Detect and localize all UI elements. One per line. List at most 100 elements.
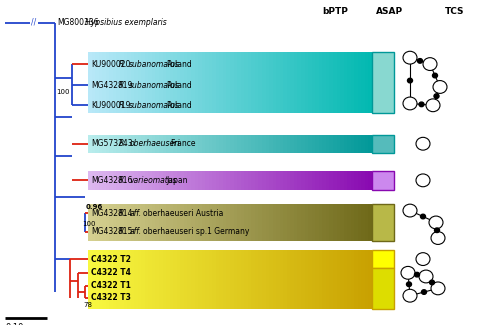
- Bar: [262, 268, 266, 308]
- Bar: [220, 250, 223, 268]
- Bar: [280, 268, 283, 308]
- Bar: [177, 268, 180, 308]
- Text: 0.96: 0.96: [86, 204, 104, 210]
- Bar: [142, 250, 145, 268]
- Bar: [315, 250, 319, 268]
- Bar: [223, 204, 226, 241]
- Bar: [330, 250, 333, 268]
- Bar: [95, 52, 99, 112]
- Bar: [170, 171, 173, 189]
- Bar: [127, 52, 131, 112]
- Bar: [180, 268, 184, 308]
- Bar: [110, 250, 113, 268]
- Bar: [312, 204, 316, 241]
- Bar: [113, 52, 116, 112]
- Bar: [216, 52, 220, 112]
- Bar: [319, 268, 322, 308]
- Bar: [116, 171, 120, 189]
- Text: Poland: Poland: [166, 101, 192, 110]
- Bar: [159, 204, 163, 241]
- Bar: [350, 204, 354, 241]
- Bar: [220, 268, 223, 308]
- Bar: [344, 268, 347, 308]
- Bar: [308, 135, 312, 153]
- Bar: [269, 204, 273, 241]
- Bar: [148, 250, 152, 268]
- Bar: [202, 250, 205, 268]
- Bar: [124, 52, 128, 112]
- Bar: [333, 135, 336, 153]
- Bar: [301, 52, 305, 112]
- Bar: [226, 135, 230, 153]
- Bar: [290, 171, 294, 189]
- Bar: [326, 135, 330, 153]
- Bar: [330, 52, 333, 112]
- Bar: [280, 135, 283, 153]
- Bar: [290, 250, 294, 268]
- Bar: [237, 135, 241, 153]
- Bar: [315, 135, 319, 153]
- Bar: [148, 268, 152, 308]
- Bar: [138, 52, 141, 112]
- Bar: [116, 250, 120, 268]
- Bar: [358, 135, 362, 153]
- Circle shape: [414, 272, 420, 277]
- Bar: [333, 52, 336, 112]
- Bar: [113, 135, 116, 153]
- Bar: [142, 171, 145, 189]
- Bar: [350, 135, 354, 153]
- Bar: [130, 52, 134, 112]
- Bar: [226, 250, 230, 268]
- Bar: [202, 135, 205, 153]
- Bar: [102, 204, 106, 241]
- Bar: [344, 250, 347, 268]
- Bar: [290, 52, 294, 112]
- Text: bPTP: bPTP: [322, 7, 348, 16]
- Bar: [145, 171, 148, 189]
- Bar: [198, 52, 202, 112]
- Bar: [365, 52, 368, 112]
- Bar: [276, 135, 280, 153]
- Bar: [326, 204, 330, 241]
- Bar: [152, 52, 156, 112]
- Bar: [194, 135, 198, 153]
- Bar: [166, 250, 170, 268]
- Bar: [226, 268, 230, 308]
- Bar: [333, 268, 336, 308]
- Text: MG800336: MG800336: [57, 19, 98, 27]
- Bar: [188, 268, 191, 308]
- Bar: [102, 171, 106, 189]
- Bar: [220, 135, 223, 153]
- Bar: [148, 171, 152, 189]
- Bar: [298, 52, 301, 112]
- Text: oberhaeuseri sp.1 Germany: oberhaeuseri sp.1 Germany: [144, 227, 250, 236]
- Bar: [173, 204, 177, 241]
- Bar: [170, 135, 173, 153]
- Bar: [120, 204, 124, 241]
- Circle shape: [419, 270, 433, 283]
- Bar: [237, 250, 241, 268]
- Bar: [194, 268, 198, 308]
- Bar: [358, 52, 362, 112]
- Bar: [152, 204, 156, 241]
- Bar: [258, 52, 262, 112]
- Bar: [280, 171, 283, 189]
- Bar: [252, 171, 255, 189]
- Bar: [244, 171, 248, 189]
- Bar: [266, 250, 269, 268]
- Bar: [148, 135, 152, 153]
- Text: 78: 78: [83, 302, 92, 308]
- Bar: [294, 171, 298, 189]
- Bar: [358, 204, 362, 241]
- Bar: [255, 171, 258, 189]
- Text: //: //: [32, 18, 36, 26]
- Bar: [344, 52, 347, 112]
- Bar: [287, 204, 290, 241]
- Bar: [191, 52, 194, 112]
- Bar: [198, 135, 202, 153]
- Text: varieomatus: varieomatus: [130, 176, 177, 185]
- Bar: [354, 268, 358, 308]
- Bar: [95, 250, 99, 268]
- Bar: [188, 52, 191, 112]
- Bar: [208, 204, 212, 241]
